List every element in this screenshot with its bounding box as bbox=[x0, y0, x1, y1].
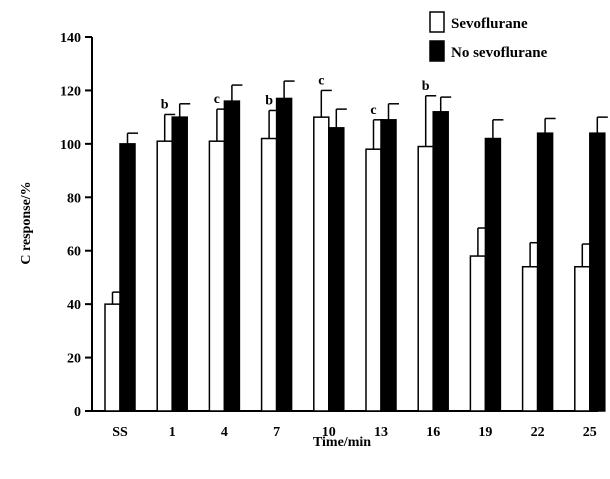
legend-label-no-sevoflurane: No sevoflurane bbox=[451, 45, 548, 61]
x-tick-label: SS bbox=[112, 425, 128, 440]
y-tick-label: 100 bbox=[60, 138, 81, 153]
significance-label: b bbox=[422, 79, 430, 94]
significance-label: b bbox=[161, 97, 169, 112]
bar-no-sevoflurane bbox=[328, 127, 345, 412]
x-tick-label: 4 bbox=[221, 425, 228, 440]
bar-no-sevoflurane bbox=[119, 143, 136, 412]
y-tick-label: 60 bbox=[67, 245, 81, 260]
y-tick-label: 40 bbox=[67, 298, 81, 313]
significance-label: b bbox=[265, 93, 273, 108]
y-tick-label: 0 bbox=[74, 405, 81, 420]
bar-layer bbox=[104, 80, 608, 412]
bar-no-sevoflurane bbox=[380, 119, 397, 412]
significance-label: c bbox=[318, 73, 324, 88]
bar-sevoflurane bbox=[574, 265, 591, 412]
legend-swatch-no-sevoflurane bbox=[429, 40, 445, 62]
x-tick-label: 1 bbox=[169, 425, 176, 440]
x-tick-label: 10 bbox=[322, 425, 336, 440]
bar-sevoflurane bbox=[156, 140, 173, 412]
bar-no-sevoflurane bbox=[171, 116, 188, 412]
bar-no-sevoflurane bbox=[223, 100, 241, 412]
legend-swatch-sevoflurane bbox=[429, 11, 445, 33]
x-tick-label: 16 bbox=[426, 425, 440, 440]
bar-sevoflurane bbox=[104, 303, 121, 412]
bar-no-sevoflurane bbox=[432, 111, 449, 412]
bar-no-sevoflurane bbox=[484, 137, 502, 412]
significance-label: c bbox=[370, 103, 376, 118]
bar-no-sevoflurane bbox=[589, 132, 606, 412]
x-tick-label: 13 bbox=[374, 425, 388, 440]
x-tick-label: 25 bbox=[583, 425, 597, 440]
label-layer: 0 20 40 60 80 100 120 140 SS 1 b 4 c 7 b 10 c 13 c 16 b 19 22 2… bbox=[60, 31, 597, 440]
bar-sevoflurane bbox=[260, 137, 278, 412]
x-tick-label: 22 bbox=[531, 425, 545, 440]
x-tick-label: 19 bbox=[478, 425, 492, 440]
x-tick-label: 7 bbox=[273, 425, 280, 440]
bar-sevoflurane bbox=[417, 145, 434, 412]
y-tick-label: 120 bbox=[60, 84, 81, 99]
y-tick-label: 20 bbox=[67, 352, 81, 367]
bar-sevoflurane bbox=[469, 255, 487, 412]
legend: Sevoflurane No sevoflurane bbox=[429, 11, 548, 62]
y-axis-title: C response/% bbox=[19, 181, 34, 264]
bar-no-sevoflurane bbox=[275, 97, 293, 412]
bar-sevoflurane bbox=[313, 116, 330, 412]
x-axis-title: Time/min bbox=[313, 435, 371, 450]
y-tick-label: 80 bbox=[67, 191, 81, 206]
y-tick-label: 140 bbox=[60, 31, 81, 46]
bar-sevoflurane bbox=[365, 148, 382, 412]
significance-label: c bbox=[214, 92, 220, 107]
bar-no-sevoflurane bbox=[536, 132, 554, 412]
bar-sevoflurane bbox=[521, 265, 539, 412]
bar-sevoflurane bbox=[208, 140, 226, 412]
legend-label-sevoflurane: Sevoflurane bbox=[451, 16, 528, 32]
